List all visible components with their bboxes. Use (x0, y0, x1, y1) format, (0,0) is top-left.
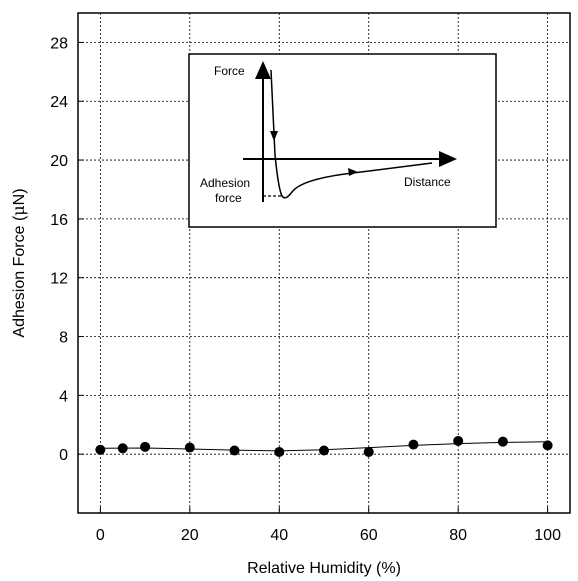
y-tick-label: 12 (50, 271, 68, 288)
data-point (95, 444, 106, 455)
data-point (453, 435, 464, 446)
data-point (274, 446, 285, 457)
y-tick-label: 28 (50, 35, 68, 52)
y-tick-label: 4 (59, 388, 68, 405)
mu-symbol: μ (9, 205, 28, 215)
inset-force-curve (270, 69, 433, 199)
inset-curve-arrow-right (348, 168, 358, 176)
data-point (184, 442, 195, 453)
y-tick-label: 20 (50, 153, 68, 170)
data-point (140, 441, 151, 452)
x-tick-label: 0 (96, 527, 105, 544)
inset-force-distance-diagram: Force Distance Adhesion force (188, 53, 497, 228)
x-tick-label: 100 (534, 527, 561, 544)
data-point (408, 439, 419, 450)
y-tick-label: 8 (59, 330, 68, 347)
y-tick-label: 0 (59, 447, 68, 464)
data-point (542, 440, 553, 451)
data-point (319, 445, 329, 456)
inset-adhesion-label-line2: force (215, 191, 242, 205)
x-axis-title: Relative Humidity (%) (247, 560, 401, 577)
inset-distance-axis-arrowhead (439, 151, 457, 167)
inset-force-axis-arrowhead (255, 61, 271, 79)
data-point (363, 446, 374, 457)
data-points (95, 435, 553, 457)
x-tick-label: 20 (181, 527, 199, 544)
inset-curve-arrow-down (270, 131, 278, 141)
plot-frame (77, 12, 571, 514)
inset-force-label: Force (214, 64, 245, 78)
inset-adhesion-label-line1: Adhesion (200, 176, 250, 190)
data-point (117, 443, 128, 454)
axis-ticks: 0 20 40 60 80 100 0 4 8 12 16 20 24 28 (50, 35, 561, 544)
y-tick-label: 24 (50, 94, 68, 111)
x-tick-label: 80 (449, 527, 467, 544)
data-point (229, 445, 240, 456)
inset-frame (188, 53, 497, 228)
x-tick-label: 40 (270, 527, 288, 544)
x-tick-label: 60 (360, 527, 378, 544)
data-point (497, 436, 508, 447)
y-tick-label: 16 (50, 212, 68, 229)
inset-distance-label: Distance (404, 175, 451, 189)
y-axis-title: Adhesion Force (μN) (9, 188, 28, 337)
